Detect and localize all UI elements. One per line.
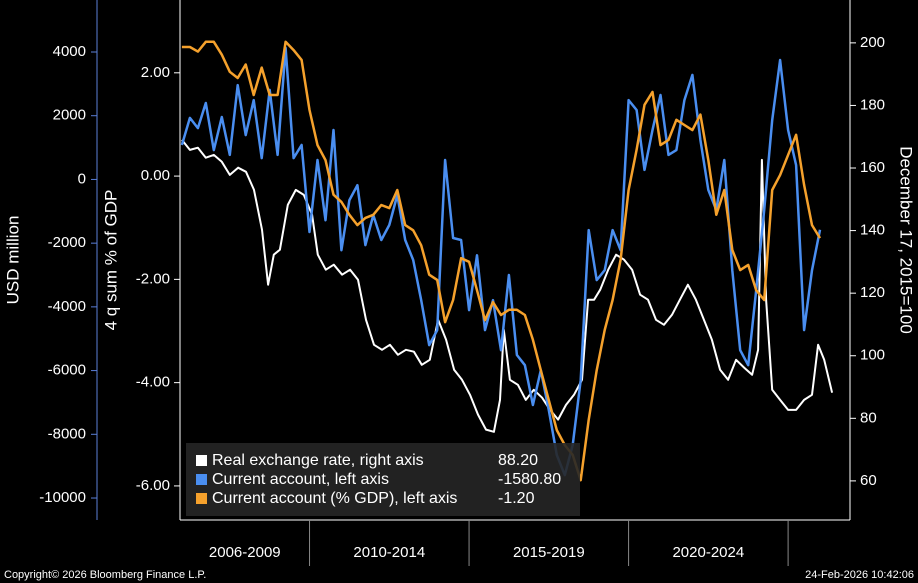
y-tick-label: 100: [860, 347, 885, 364]
y-tick-label: 0.00: [141, 167, 170, 184]
y-tick-label: -6000: [48, 362, 86, 379]
y-tick-label: 2.00: [141, 64, 170, 81]
x-period-label: 2010-2014: [353, 544, 425, 561]
legend-box: [186, 443, 580, 516]
timestamp: 24-Feb-2026 10:42:06: [805, 569, 914, 581]
y-tick-label: 160: [860, 159, 885, 176]
legend-last-value: -1580.80: [498, 471, 561, 488]
legend-last-value: 88.20: [498, 452, 538, 469]
y-tick-label: -8000: [48, 425, 86, 442]
legend-label: Current account, left axis: [212, 471, 389, 488]
y-tick-label: -2.00: [136, 270, 170, 287]
series-line: [181, 40, 822, 482]
y-tick-label: -6.00: [136, 477, 170, 494]
legend-label: Current account (% GDP), left axis: [212, 490, 457, 507]
y-tick-label: 4000: [53, 43, 86, 60]
y-tick-label: -2000: [48, 234, 86, 251]
x-period-label: 2015-2019: [513, 544, 585, 561]
legend-last-value: -1.20: [498, 490, 535, 507]
y-tick-label: 0: [78, 170, 86, 187]
series-line: [181, 139, 834, 433]
y-tick-label: 2000: [53, 107, 86, 124]
y-tick-label: 120: [860, 284, 885, 301]
y-tick-label: -4000: [48, 298, 86, 315]
copyright: Copyright© 2026 Bloomberg Finance L.P.: [4, 569, 206, 581]
y-tick-label: 80: [860, 409, 877, 426]
legend-swatch: [196, 493, 207, 504]
y-axis-title: USD million: [3, 216, 22, 305]
x-period-label: 2020-2024: [672, 544, 744, 561]
y-tick-label: 140: [860, 222, 885, 239]
y-axis-title: December 17, 2015=100: [897, 146, 916, 334]
y-tick-label: 200: [860, 34, 885, 51]
legend-label: Real exchange rate, right axis: [212, 452, 424, 469]
x-period-label: 2006-2009: [209, 544, 281, 561]
legend-swatch: [196, 455, 207, 466]
legend-swatch: [196, 474, 207, 485]
y-tick-label: -10000: [39, 489, 86, 506]
y-axis-title: 4 q sum % of GDP: [101, 190, 120, 331]
y-tick-label: 60: [860, 472, 877, 489]
y-tick-label: -4.00: [136, 374, 170, 391]
y-tick-label: 180: [860, 96, 885, 113]
